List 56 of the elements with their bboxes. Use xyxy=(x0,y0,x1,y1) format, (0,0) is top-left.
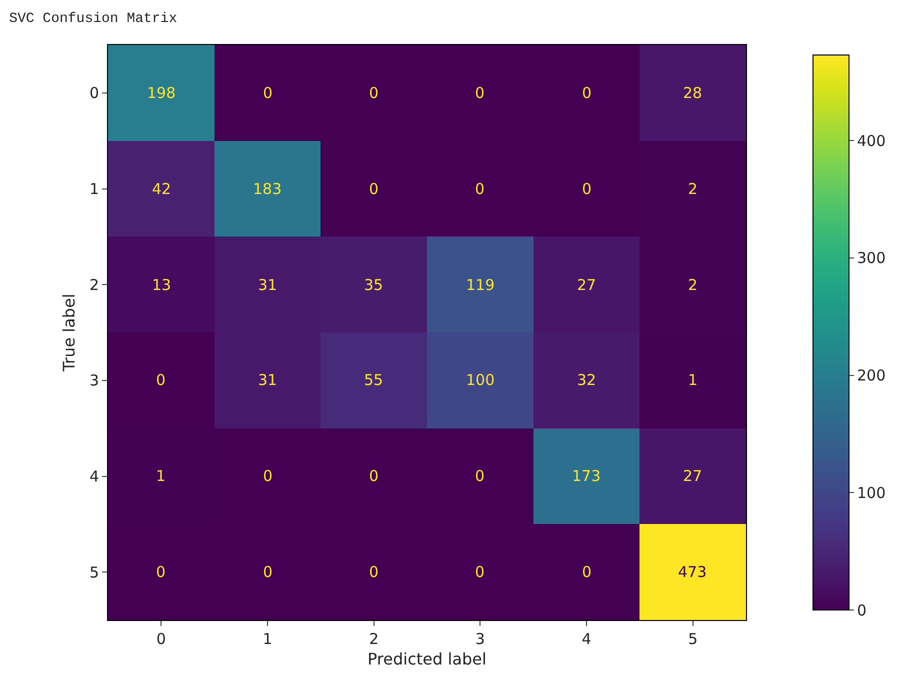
data-label: 0 xyxy=(369,467,379,485)
data-label: 32 xyxy=(577,371,596,389)
color-bar-label: 0 xyxy=(857,601,867,620)
x-tick-label: 5 xyxy=(688,630,698,648)
data-label: 0 xyxy=(475,467,485,485)
data-label: 13 xyxy=(152,276,172,294)
x-tick-label: 0 xyxy=(156,630,166,648)
y-tick-label: 3 xyxy=(89,372,99,390)
x-tick-label: 2 xyxy=(369,630,379,648)
data-label: 2 xyxy=(688,180,698,198)
color-bar-label: 200 xyxy=(857,366,886,385)
y-tick-label: 5 xyxy=(89,563,99,582)
chart-title: SVC Confusion Matrix xyxy=(9,11,178,27)
data-label: 0 xyxy=(582,563,592,581)
color-bar-label: 400 xyxy=(857,132,886,150)
color-bar-label: 100 xyxy=(857,484,886,502)
data-label: 1 xyxy=(688,371,698,389)
data-label: 0 xyxy=(156,371,166,389)
data-label: 0 xyxy=(582,180,592,198)
y-tick-label: 1 xyxy=(89,180,99,198)
data-label: 0 xyxy=(156,563,166,581)
x-tick-label: 4 xyxy=(582,630,592,648)
data-label: 35 xyxy=(364,276,384,294)
data-label: 31 xyxy=(258,371,278,389)
x-axis-title: Predicted label xyxy=(368,650,486,669)
y-tick-label: 4 xyxy=(89,468,99,486)
data-label: 55 xyxy=(364,371,384,389)
y-tick-label: 0 xyxy=(89,84,99,102)
data-label: 0 xyxy=(369,180,379,198)
data-label: 31 xyxy=(258,276,278,294)
data-label: 0 xyxy=(475,563,485,581)
data-label: 0 xyxy=(369,563,379,581)
color-bar-label: 300 xyxy=(857,249,886,268)
data-label: 173 xyxy=(572,467,601,485)
y-axis-title: True label xyxy=(59,294,78,372)
data-label: 100 xyxy=(466,371,495,389)
data-label: 0 xyxy=(369,84,379,102)
data-label: 0 xyxy=(475,84,485,102)
data-label: 27 xyxy=(577,276,596,294)
x-tick-label: 3 xyxy=(475,630,485,648)
x-tick-label: 1 xyxy=(262,630,272,648)
data-label: 0 xyxy=(582,84,592,102)
data-label: 0 xyxy=(263,563,273,581)
data-label: 0 xyxy=(263,467,273,485)
data-label: 1 xyxy=(156,467,166,485)
data-label: 0 xyxy=(263,84,273,102)
data-label: 42 xyxy=(152,180,172,198)
data-label: 198 xyxy=(147,84,176,102)
y-tick-label: 2 xyxy=(89,276,99,294)
data-label: 2 xyxy=(688,276,698,294)
data-label: 27 xyxy=(683,467,702,485)
data-label: 0 xyxy=(475,180,485,198)
data-label: 28 xyxy=(683,84,702,102)
data-label: 183 xyxy=(253,180,282,198)
data-label: 473 xyxy=(678,563,707,581)
data-label: 119 xyxy=(466,276,495,294)
